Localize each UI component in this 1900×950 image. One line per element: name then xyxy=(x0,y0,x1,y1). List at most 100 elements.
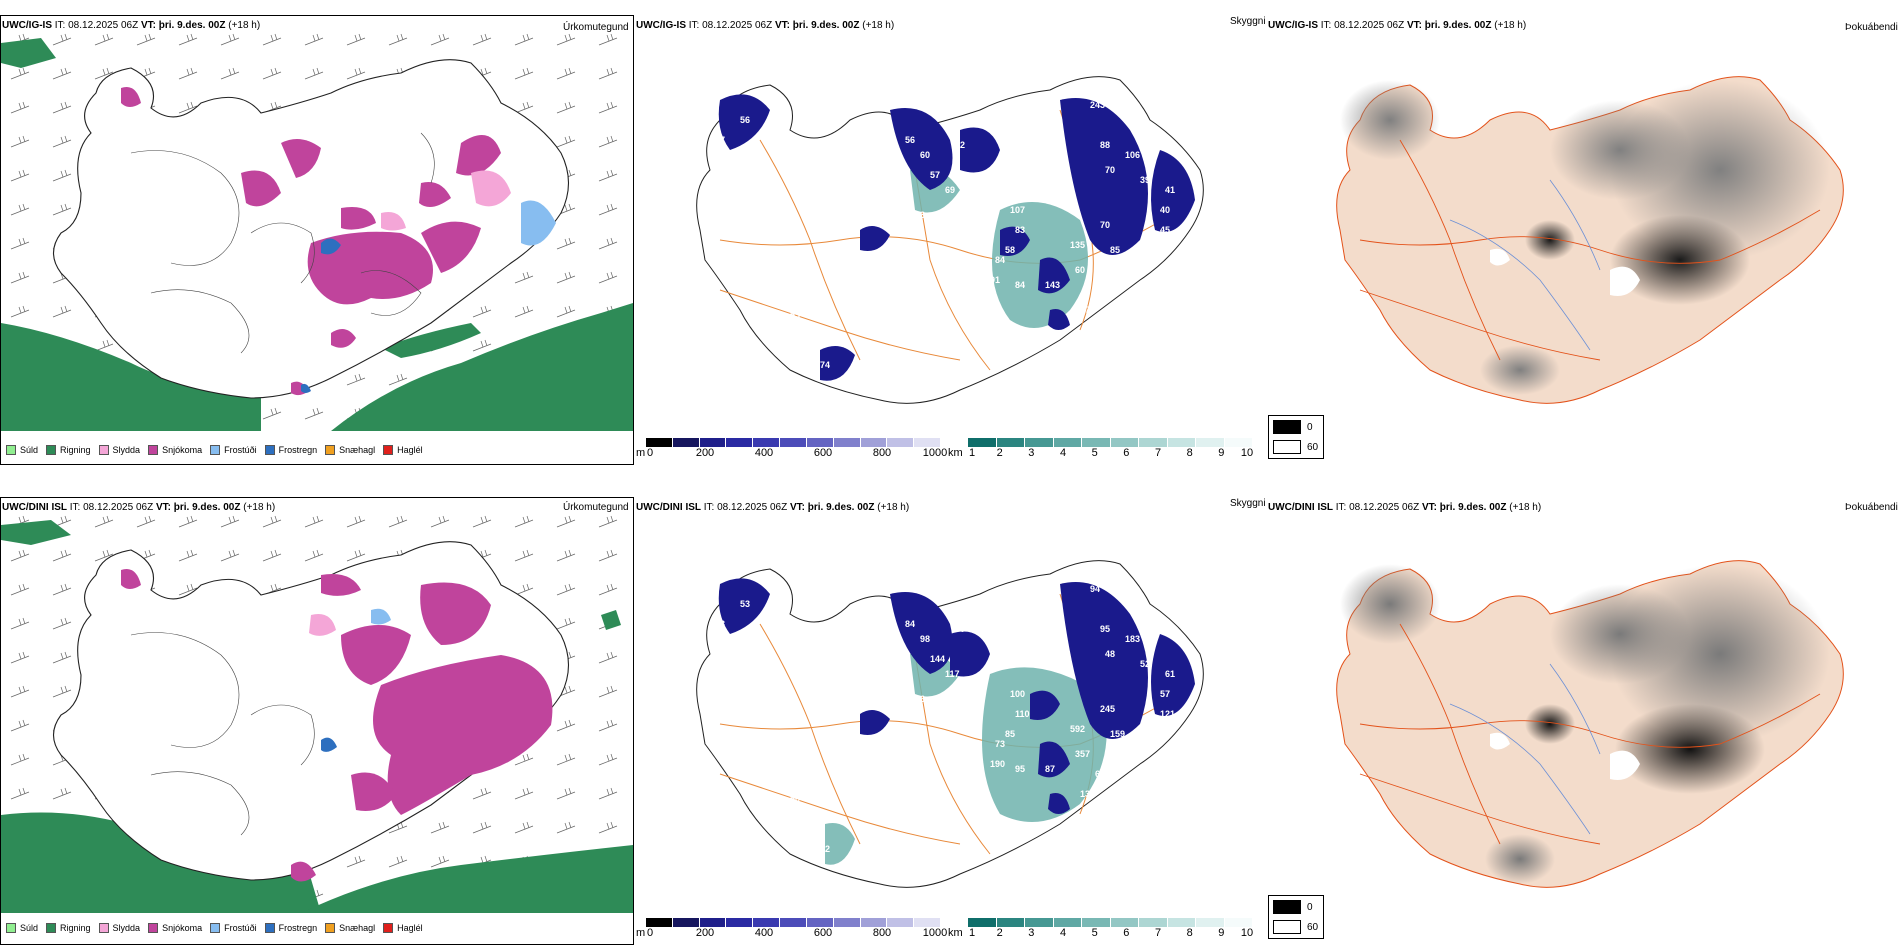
wind-barb xyxy=(10,203,30,216)
wind-barb xyxy=(10,549,30,562)
wind-barb xyxy=(10,685,30,698)
vis-km-unit: km xyxy=(948,447,963,459)
visibility-value: 183 xyxy=(1060,844,1076,854)
wind-barb xyxy=(304,407,324,420)
visibility-value: 132 xyxy=(1080,789,1096,799)
colorbar-segment xyxy=(968,438,997,447)
vis-m-colorbar: m 0 200 400 600 800 1000 xyxy=(636,918,947,948)
wind-barb xyxy=(94,339,114,352)
precip-header: UWC/DINI ISL IT: 08.12.2025 06Z VT: þri.… xyxy=(2,502,276,513)
legend-item: Frostregn xyxy=(264,923,317,933)
legend-swatch xyxy=(148,445,159,455)
colorbar-segment xyxy=(1224,438,1253,447)
cloud-header: UWC/IG-IS IT: 08.12.2025 06Z VT: þri. 9.… xyxy=(1268,20,1527,31)
wind-barb xyxy=(304,33,324,46)
wind-barb xyxy=(178,549,198,562)
visibility-value: 107 xyxy=(1010,205,1026,215)
colorbar-segment xyxy=(996,918,1025,927)
colorbar-segment xyxy=(996,438,1025,447)
vis-km-colorbar: km 1 2 3 4 5 6 7 8 9 10 xyxy=(948,918,1253,948)
wind-barb xyxy=(556,101,576,114)
visibility-value: 117 xyxy=(945,669,960,679)
fog-legend-label: 0 xyxy=(1307,902,1313,913)
colorbar-tick: 1 xyxy=(968,927,976,939)
vis-dark-area xyxy=(820,346,855,381)
visibility-value: 11 xyxy=(770,629,780,639)
visibility-value: 47 xyxy=(715,135,726,145)
visibility-value: 79 xyxy=(1055,345,1066,355)
vis-number-layer: 56 47 66 78 85 84 85 60 53 56 60 57 69 82 52 243 88 106 70… xyxy=(660,40,1220,430)
legend-item: Slydda xyxy=(98,923,140,933)
wind-barb xyxy=(262,67,282,80)
visibility-value: 44 xyxy=(1110,270,1121,280)
legend-item: Rigning xyxy=(46,923,91,933)
colorbar-tick: 7 xyxy=(1154,927,1162,939)
colorbar-tick: 8 xyxy=(1186,927,1193,939)
wind-barb xyxy=(514,583,534,596)
visibility-value: 62 xyxy=(1095,769,1106,779)
fog-shade xyxy=(1340,564,1440,644)
visibility-value: 52 xyxy=(900,674,911,684)
wind-barb xyxy=(52,549,72,562)
visibility-value: 77 xyxy=(1080,305,1091,315)
wind-barb xyxy=(304,67,324,80)
visibility-value: 84 xyxy=(995,255,1006,265)
visibility-value: 87 xyxy=(1045,764,1056,774)
wind-barb xyxy=(556,787,576,800)
visibility-value: 84 xyxy=(785,155,796,165)
wind-barb xyxy=(430,821,450,834)
legend-item: Snjókoma xyxy=(148,923,202,933)
vis-map xyxy=(696,76,1204,404)
colorbar-segment xyxy=(646,918,673,927)
visibility-value: 88 xyxy=(1100,140,1111,150)
wind-barb xyxy=(10,67,30,80)
wind-barb xyxy=(472,821,492,834)
visibility-value: 135 xyxy=(1070,240,1086,250)
colorbar-segment xyxy=(806,918,834,927)
vis-teal-area xyxy=(825,823,855,865)
sleet-area xyxy=(471,170,511,207)
legend-item: Rigning xyxy=(46,445,91,455)
visibility-value: 53 xyxy=(790,310,801,320)
legend-swatch xyxy=(6,923,16,933)
visibility-value: 52 xyxy=(955,140,966,150)
visibility-value: 75 xyxy=(1080,330,1091,340)
visibility-value: 84 xyxy=(1015,280,1026,290)
wind-barb xyxy=(178,583,198,596)
visibility-value: 61 xyxy=(1110,754,1121,764)
vis-dark-area xyxy=(960,127,1000,173)
wind-barb xyxy=(514,515,534,528)
vis-km-colorbar: km 1 2 3 4 5 6 7 8 9 10 xyxy=(948,438,1253,468)
colorbar-tick: 600 xyxy=(813,447,833,459)
fz-rain-area xyxy=(301,383,311,393)
legend-item: Snjókoma xyxy=(148,445,202,455)
rain-area xyxy=(1,812,321,913)
colorbar-segment xyxy=(1196,918,1225,927)
visibility-value: 110 xyxy=(1015,709,1030,719)
snow-area xyxy=(307,231,433,305)
visibility-value: 98 xyxy=(920,634,931,644)
wind-barb xyxy=(10,617,30,630)
fz-drizzle-area xyxy=(371,608,391,625)
rain-area xyxy=(1,38,56,68)
visibility-value: 144 xyxy=(930,654,946,664)
wind-barb xyxy=(94,67,114,80)
wind-barb xyxy=(346,855,366,868)
visibility-value: 183 xyxy=(1125,634,1141,644)
wind-barb xyxy=(556,67,576,80)
legend-swatch xyxy=(98,923,109,933)
wind-barb xyxy=(598,271,618,284)
wind-barb xyxy=(556,821,576,834)
wind-barb xyxy=(52,685,72,698)
wind-barb xyxy=(598,515,618,528)
colorbar-tick: 9 xyxy=(1218,447,1225,459)
wind-barb xyxy=(556,583,576,596)
visibility-value: 73 xyxy=(995,739,1006,749)
snow-area xyxy=(373,655,553,815)
colorbar-segment xyxy=(672,918,700,927)
wind-barb xyxy=(52,101,72,114)
fog-clear-area xyxy=(1610,750,1640,780)
wind-barb xyxy=(556,135,576,148)
rivers xyxy=(1449,663,1601,835)
colorbar-segment xyxy=(753,918,781,927)
